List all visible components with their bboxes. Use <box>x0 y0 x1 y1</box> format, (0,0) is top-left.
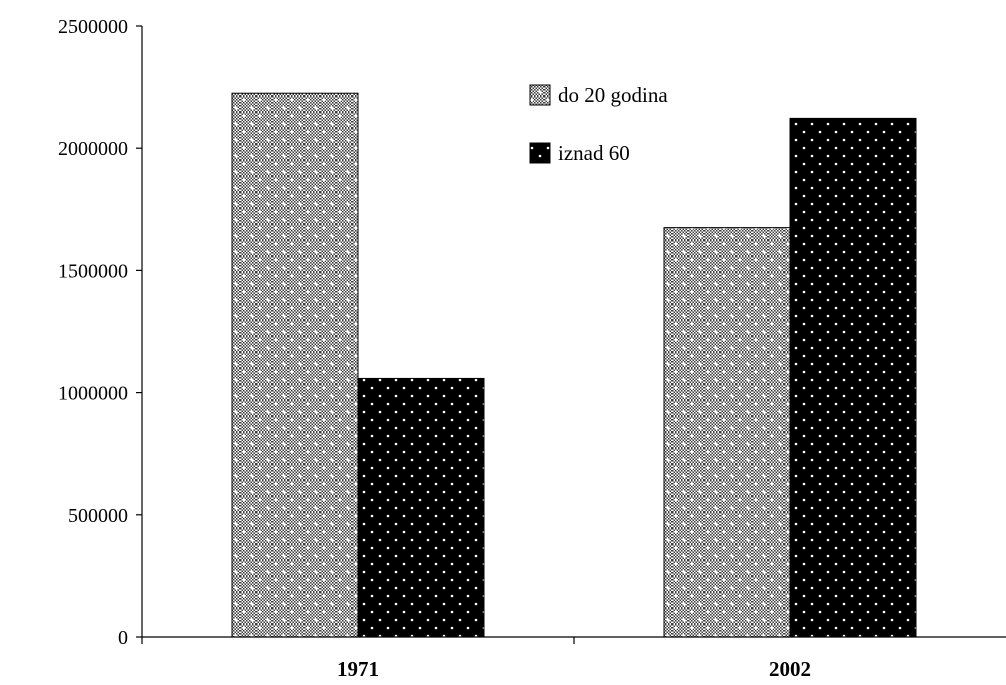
y-tick-label: 2500000 <box>58 16 128 38</box>
legend: do 20 godina iznad 60 <box>529 83 668 165</box>
y-tick-label: 1000000 <box>58 383 128 405</box>
x-tick-label: 1971 <box>337 657 379 681</box>
bar-do-20-godina-1971 <box>231 92 359 638</box>
x-axis: 1971 2002 <box>141 636 1006 681</box>
bar-iznad-60-1971 <box>357 377 485 638</box>
legend-label: do 20 godina <box>558 83 668 107</box>
plot-bars <box>231 92 917 638</box>
legend-label: iznad 60 <box>558 141 630 165</box>
y-tick-label: 500000 <box>68 505 128 527</box>
y-tick-label: 0 <box>118 627 128 649</box>
bar-iznad-60-2002 <box>789 117 917 638</box>
legend-swatch <box>529 142 551 164</box>
y-tick-label: 2000000 <box>58 138 128 160</box>
bar-do-20-godina-2002 <box>663 227 791 638</box>
y-axis: 0 500000 1000000 1500000 2000000 2500000 <box>58 16 143 649</box>
x-tick-label: 2002 <box>769 657 811 681</box>
y-tick-label: 1500000 <box>58 260 128 282</box>
legend-swatch <box>529 84 551 106</box>
